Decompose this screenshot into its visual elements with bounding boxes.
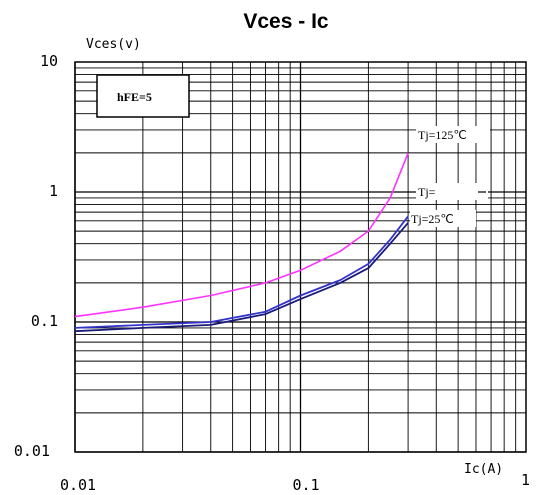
y-tick-1: 1 [49,182,58,200]
tj-mid-label-bg [416,183,488,200]
series-lines [74,152,409,333]
y-axis-label: Vces(v) [86,37,141,52]
x-axis-label: Ic(A) [464,462,503,477]
tj25-label: Tj=25℃ [411,212,454,226]
series-labels: Tj=125℃ Tj= Tj=25℃ [410,126,490,227]
series-tj125-line [74,152,409,318]
hfe-label: hFE=5 [117,90,152,104]
tick-labels: 10 1 0.1 0.01 0.01 0.1 1 [14,52,530,494]
y-tick-0.01: 0.01 [14,442,50,460]
series-tj-mid-line [74,215,409,329]
tj-mid-label: Tj= [418,185,436,199]
hfe-box-frame [96,74,190,118]
x-tick-0.1: 0.1 [292,476,319,494]
tj125-label-bg [416,126,490,143]
hfe-box: hFE=5 [96,74,190,118]
y-tick-0.1: 0.1 [31,312,58,330]
tj125-label: Tj=125℃ [418,128,467,142]
plot-frame [74,61,527,453]
x-tick-0.01: 0.01 [60,476,96,494]
x-tick-1: 1 [521,471,530,489]
tj25-label-bg [410,210,476,227]
y-tick-10: 10 [40,52,58,70]
chart-title: Vces - Ic [243,10,329,33]
grid [74,62,526,453]
series-tj25-line [74,222,409,333]
